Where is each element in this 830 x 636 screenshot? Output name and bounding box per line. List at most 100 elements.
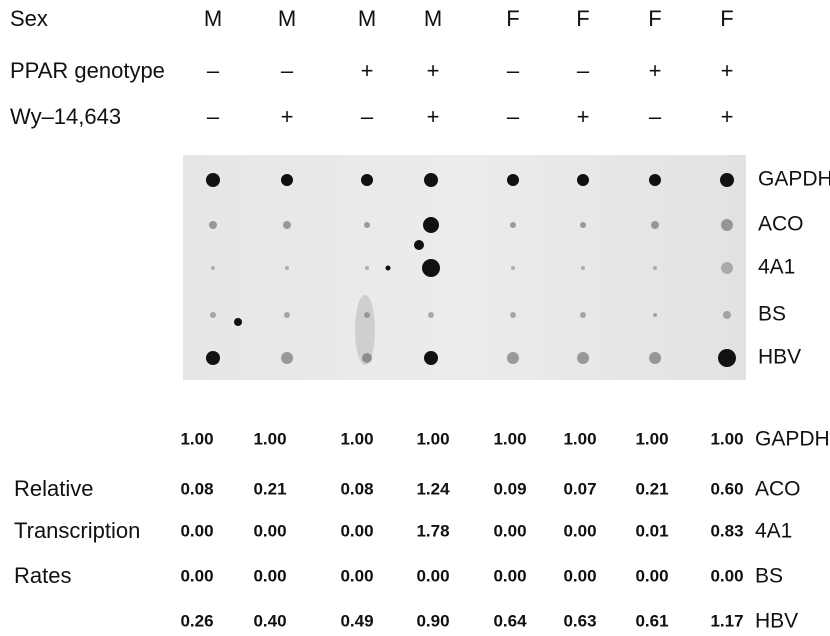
header-value: – — [281, 58, 294, 83]
blot-dot — [423, 217, 439, 233]
rate-value: 0.07 — [563, 479, 596, 498]
table-gene: ACO — [755, 478, 801, 501]
row-label: Transcription — [14, 518, 140, 543]
blot-dot — [721, 262, 733, 274]
header-value: M — [424, 6, 442, 31]
rate-value: 0.00 — [340, 566, 373, 585]
rate-value: 0.08 — [340, 479, 373, 498]
header-value: + — [577, 104, 590, 129]
rate-value: 0.90 — [416, 611, 449, 630]
blot-dot — [507, 352, 519, 364]
row-label: Relative — [14, 476, 93, 501]
blot-dot — [510, 312, 516, 318]
table-gene: 4A1 — [755, 520, 792, 543]
blot-dot — [580, 312, 586, 318]
header-value: – — [207, 104, 220, 129]
header-value: F — [506, 6, 519, 31]
blot-dot — [649, 174, 661, 186]
header-value: F — [576, 6, 589, 31]
rate-value: 0.00 — [416, 566, 449, 585]
blot-dot — [365, 266, 369, 270]
header-label: Sex — [10, 6, 48, 31]
header-value: – — [649, 104, 662, 129]
rate-value: 1.00 — [493, 429, 526, 448]
gene-label: 4A1 — [758, 256, 795, 279]
rate-value: 1.24 — [416, 479, 450, 498]
header-value: M — [204, 6, 222, 31]
blot-dot — [422, 259, 440, 277]
blot-dot — [424, 173, 438, 187]
blot-dot — [362, 353, 372, 363]
rate-value: 0.21 — [253, 479, 286, 498]
rate-value: 1.00 — [710, 429, 743, 448]
header-value: + — [721, 104, 734, 129]
rate-value: 0.09 — [493, 479, 526, 498]
rate-value: 0.00 — [493, 566, 526, 585]
header-value: M — [278, 6, 296, 31]
rate-value: 1.78 — [416, 521, 449, 540]
rate-value: 0.40 — [253, 611, 286, 630]
rate-value: 0.08 — [180, 479, 213, 498]
blot-dot — [653, 313, 657, 317]
blot-dot — [281, 174, 293, 186]
header-value: F — [720, 6, 733, 31]
blot-dot — [653, 266, 657, 270]
blot-dot — [577, 352, 589, 364]
header-value: + — [281, 104, 294, 129]
rate-value: 0.61 — [635, 611, 668, 630]
blot-dot — [428, 312, 434, 318]
gene-label: GAPDH — [758, 168, 830, 191]
blot-dot — [424, 351, 438, 365]
gene-label: HBV — [758, 346, 801, 369]
blot-dot — [718, 349, 736, 367]
blot-dot — [210, 312, 216, 318]
rate-value: 0.83 — [710, 521, 743, 540]
header-value: + — [427, 58, 440, 83]
rate-value: 1.00 — [416, 429, 449, 448]
blot-dot — [361, 174, 373, 186]
gene-label: ACO — [758, 213, 804, 236]
rate-value: 0.21 — [635, 479, 668, 498]
blot-membrane — [183, 155, 746, 380]
blot-dot — [206, 351, 220, 365]
header-value: – — [507, 58, 520, 83]
header-value: + — [427, 104, 440, 129]
blot-dot — [285, 266, 289, 270]
blot-dot — [577, 174, 589, 186]
rate-value: 1.00 — [340, 429, 373, 448]
header-label: PPAR genotype — [10, 58, 165, 83]
rate-value: 0.64 — [493, 611, 527, 630]
rate-value: 0.00 — [180, 521, 213, 540]
rate-value: 0.49 — [340, 611, 373, 630]
table-gene: HBV — [755, 610, 798, 633]
header-value: + — [649, 58, 662, 83]
blot-dot — [209, 221, 217, 229]
blot-dot — [723, 311, 731, 319]
rate-value: 0.00 — [340, 521, 373, 540]
rate-value: 0.60 — [710, 479, 743, 498]
header-value: + — [721, 58, 734, 83]
blot-spot — [414, 240, 424, 250]
rate-value: 0.00 — [253, 566, 286, 585]
header-value: – — [577, 58, 590, 83]
header-value: + — [361, 58, 374, 83]
blot-dot — [510, 222, 516, 228]
blot-dot — [283, 221, 291, 229]
rate-value: 1.00 — [563, 429, 596, 448]
rate-value: 0.26 — [180, 611, 213, 630]
rate-value: 0.00 — [563, 566, 596, 585]
blot-dot — [581, 266, 585, 270]
blot-dot — [649, 352, 661, 364]
blot-smear — [355, 295, 375, 365]
header-label: Wy–14,643 — [10, 104, 121, 129]
rate-value: 0.01 — [635, 521, 668, 540]
rate-value: 0.00 — [253, 521, 286, 540]
blot-dot — [281, 352, 293, 364]
row-label: Rates — [14, 563, 71, 588]
header-value: – — [507, 104, 520, 129]
blot-dot — [651, 221, 659, 229]
header-value: M — [358, 6, 376, 31]
header-value: F — [648, 6, 661, 31]
table-gene: GAPDH — [755, 428, 830, 451]
